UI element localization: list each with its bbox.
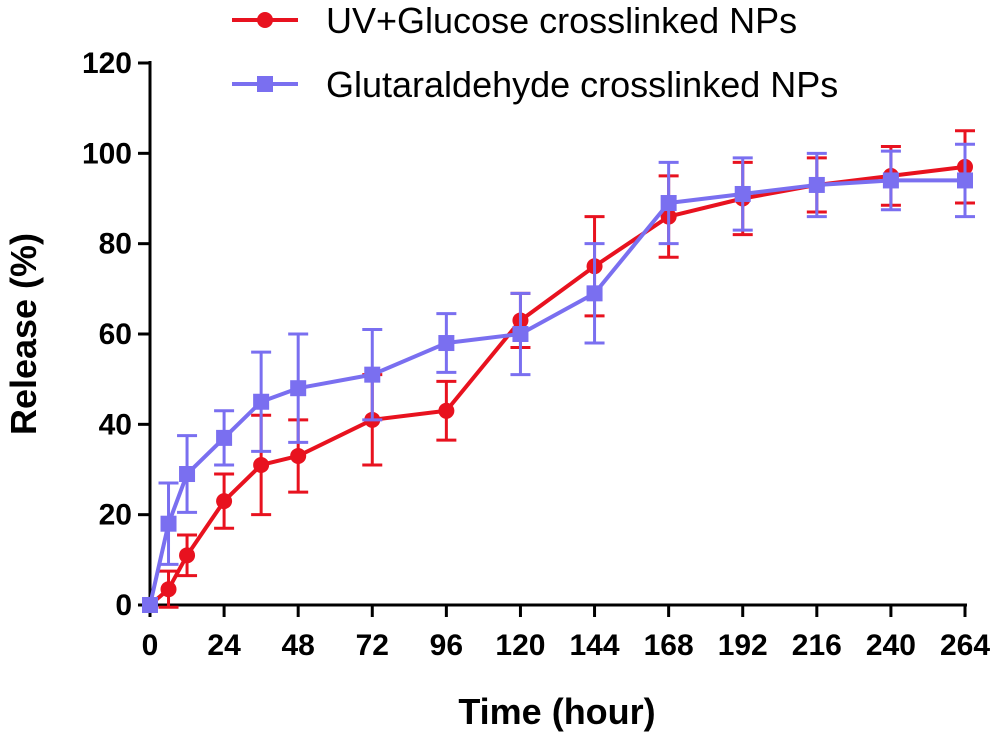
y-axis-title: Release (%) [3, 233, 44, 435]
data-point [253, 393, 270, 410]
series-2 [142, 142, 975, 613]
series-line [148, 164, 966, 607]
data-point [216, 493, 233, 510]
x-tick-label: 240 [866, 629, 916, 662]
x-tick-label: 264 [940, 629, 990, 662]
x-tick-label: 120 [495, 629, 545, 662]
data-point [586, 285, 603, 302]
data-point [253, 456, 270, 473]
legend-marker [257, 76, 273, 92]
axes: 0 20 40 60 80 100 120 0 24 48 72 96 120 144 168 192 216 2… [82, 47, 990, 662]
data-point [660, 195, 677, 212]
data-point [882, 172, 899, 189]
data-point [957, 172, 973, 189]
legend: UV+Glucose crosslinked NPs Glutaraldehyde… [232, 0, 838, 105]
data-point [142, 597, 158, 613]
data-point [438, 402, 455, 419]
data-point [734, 185, 751, 202]
data-point [179, 466, 196, 483]
data-point [160, 515, 177, 532]
data-point [290, 380, 307, 397]
y-tick-label: 120 [82, 47, 132, 80]
data-point [512, 326, 529, 342]
data-point [216, 429, 233, 446]
y-tick-label: 60 [99, 318, 132, 351]
plot-area [142, 129, 975, 613]
series-line [148, 178, 965, 606]
legend-marker [257, 12, 273, 28]
y-tick-label: 80 [99, 228, 132, 261]
y-tick-label: 0 [115, 589, 132, 622]
x-tick-label: 24 [207, 629, 241, 662]
legend-label: UV+Glucose crosslinked NPs [326, 0, 797, 41]
legend-label: Glutaraldehyde crosslinked NPs [326, 64, 838, 105]
data-point [160, 581, 177, 598]
x-tick-label: 216 [792, 629, 842, 662]
y-tick-label: 40 [99, 408, 132, 441]
data-point [438, 335, 455, 352]
x-tick-label: 48 [281, 629, 314, 662]
series-1 [142, 129, 975, 613]
x-tick-label: 96 [430, 629, 463, 662]
data-point [179, 547, 196, 564]
x-tick-label: 144 [570, 629, 620, 662]
data-point [290, 447, 307, 464]
data-point [808, 176, 825, 193]
data-point [364, 366, 381, 383]
x-tick-label: 192 [718, 629, 768, 662]
y-tick-label: 20 [99, 499, 132, 532]
y-tick-label: 100 [82, 137, 132, 170]
x-tick-label: 0 [142, 629, 159, 662]
x-tick-label: 72 [356, 629, 389, 662]
x-axis-title: Time (hour) [458, 691, 655, 732]
x-tick-label: 168 [644, 629, 694, 662]
